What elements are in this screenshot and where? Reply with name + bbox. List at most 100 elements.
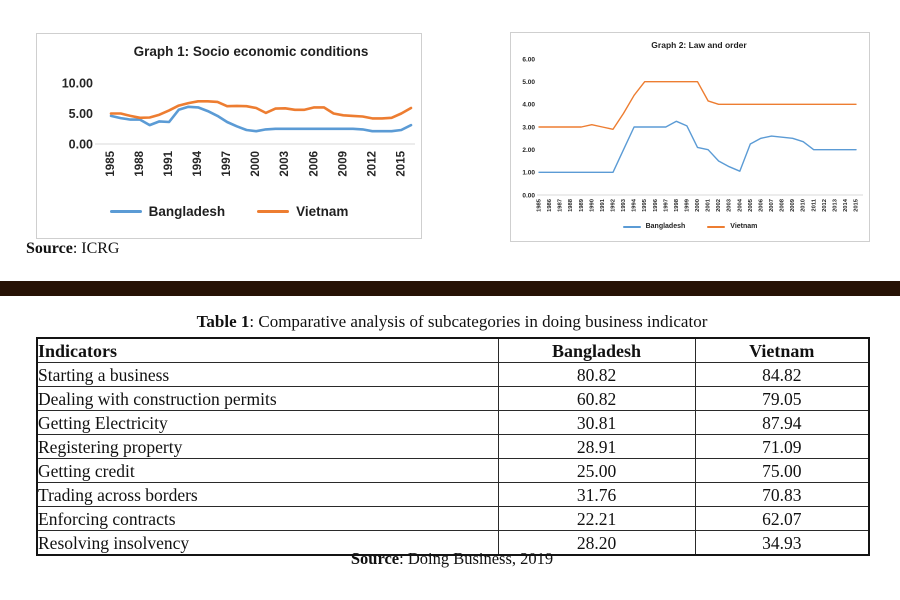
- y-tick-label: 0.00: [522, 192, 535, 199]
- table-row: Registering property 28.91 71.09: [36, 434, 870, 459]
- bangladesh-line-swatch: [622, 225, 641, 228]
- y-tick-label: 10.00: [62, 76, 93, 90]
- legend-label-vietnam: Vietnam: [730, 223, 758, 230]
- column-header-vietnam: Vietnam: [694, 337, 870, 363]
- legend-label-vietnam: Vietnam: [296, 204, 349, 219]
- table-title: Table 1: Comparative analysis of subcate…: [36, 312, 868, 332]
- table-row: Getting credit 25.00 75.00: [36, 458, 870, 483]
- x-tick-label: 1988: [568, 198, 574, 212]
- y-tick-label: 5.00: [69, 107, 93, 121]
- graph2-legend: Bangladesh Vietnam: [511, 223, 869, 230]
- bangladesh-value-cell: 60.82: [497, 386, 696, 411]
- column-header-indicators: Indicators: [36, 337, 499, 363]
- bangladesh-value-cell: 28.91: [497, 434, 696, 459]
- x-tick-label: 2008: [780, 198, 786, 212]
- table-source-value: : Doing Business, 2019: [399, 549, 554, 568]
- x-tick-label: 2010: [801, 199, 807, 212]
- graph1-title: Graph 1: Socio economic conditions: [133, 44, 369, 59]
- vietnam-value-cell: 87.94: [694, 410, 870, 435]
- column-header-bangladesh: Bangladesh: [497, 337, 696, 363]
- table-row: Resolving insolvency 28.20 34.93: [36, 530, 870, 556]
- indicator-name-cell: Registering property: [36, 434, 499, 459]
- y-tick-label: 1.00: [522, 170, 535, 177]
- x-tick-label: 2009: [790, 198, 796, 212]
- x-tick-label: 2004: [737, 198, 743, 212]
- bangladesh-value-cell: 22.21: [497, 506, 696, 531]
- y-tick-label: 3.00: [522, 124, 535, 131]
- y-tick-label: 4.00: [522, 102, 535, 109]
- x-tick-label: 1991: [600, 198, 606, 212]
- x-tick-label: 2003: [279, 151, 291, 177]
- x-tick-label: 2014: [843, 198, 849, 212]
- table-row: Getting Electricity 30.81 87.94: [36, 410, 870, 435]
- x-tick-label: 1985: [537, 198, 543, 212]
- x-tick-label: 2006: [308, 151, 320, 177]
- x-tick-label: 2003: [727, 198, 733, 212]
- x-tick-label: 1989: [579, 198, 585, 212]
- graph2-plot: 0.00 1.00 2.00 3.00 4.00 5.00 6.00 1985 1986 1987…: [522, 56, 863, 212]
- vietnam-value-cell: 79.05: [694, 386, 870, 411]
- table-source: Source: Doing Business, 2019: [36, 549, 868, 569]
- x-tick-label: 1994: [192, 150, 204, 176]
- x-tick-label: 1985: [105, 150, 117, 176]
- x-tick-label: 1993: [621, 198, 627, 212]
- vietnam-value-cell: 34.93: [694, 530, 870, 556]
- indicator-name-cell: Starting a business: [36, 362, 499, 387]
- table-row: Enforcing contracts 22.21 62.07: [36, 506, 870, 531]
- graph1-legend: Bangladesh Vietnam: [37, 204, 421, 219]
- indicators-table-body: Starting a business 80.82 84.82 Dealing wit…: [36, 362, 870, 556]
- vietnam-value-cell: 62.07: [694, 506, 870, 531]
- graph2-title: Graph 2: Law and order: [651, 40, 747, 50]
- x-tick-label: 2006: [758, 198, 764, 212]
- x-tick-label: 2001: [706, 198, 712, 212]
- graph2-panel: Graph 2: Law and order 0.00 1.00 2.00 3.00 4…: [510, 32, 870, 242]
- section-divider-bar: [0, 281, 900, 296]
- vietnam-line-swatch: [707, 225, 726, 228]
- graph1-source-label: Source: [26, 240, 73, 257]
- x-tick-label: 1991: [163, 150, 175, 176]
- x-tick-label: 2013: [832, 198, 838, 212]
- table-title-text: : Comparative analysis of subcategories …: [249, 312, 708, 331]
- x-tick-label: 1995: [642, 198, 648, 212]
- table-row: Trading across borders 31.76 70.83: [36, 482, 870, 507]
- indicator-name-cell: Getting credit: [36, 458, 499, 483]
- x-tick-label: 1998: [674, 198, 680, 212]
- bangladesh-value-cell: 31.76: [497, 482, 696, 507]
- x-tick-label: 1990: [589, 199, 595, 212]
- graph1-plot: 0.00 5.00 10.00 1985 1988 1991 1994 1997 2000 200…: [62, 76, 415, 177]
- graph1-vietnam-line: [109, 100, 413, 120]
- graph2-bangladesh-line: [538, 120, 857, 174]
- x-tick-label: 2011: [811, 198, 817, 211]
- table-row: Dealing with construction permits 60.82 79…: [36, 386, 870, 411]
- x-tick-label: 1992: [610, 199, 616, 212]
- bangladesh-value-cell: 25.00: [497, 458, 696, 483]
- vietnam-value-cell: 84.82: [694, 362, 870, 387]
- indicator-name-cell: Resolving insolvency: [36, 530, 499, 556]
- table-header-row: Indicators Bangladesh Vietnam: [36, 337, 870, 363]
- x-tick-label: 1997: [221, 151, 233, 177]
- x-tick-label: 1999: [684, 198, 690, 212]
- vietnam-value-cell: 70.83: [694, 482, 870, 507]
- x-tick-label: 2000: [695, 199, 701, 212]
- x-tick-label: 1997: [663, 199, 669, 212]
- x-tick-label: 2012: [822, 199, 828, 212]
- graph2-vietnam-line: [538, 81, 857, 131]
- x-tick-label: 2000: [250, 151, 262, 177]
- indicator-name-cell: Dealing with construction permits: [36, 386, 499, 411]
- x-tick-label: 1987: [558, 199, 564, 212]
- vietnam-value-cell: 75.00: [694, 458, 870, 483]
- x-tick-label: 2015: [395, 150, 407, 176]
- y-tick-label: 0.00: [69, 137, 93, 151]
- graph1-panel: Graph 1: Socio economic conditions 0.00 5…: [36, 33, 422, 239]
- x-tick-label: 2007: [769, 199, 775, 212]
- bangladesh-value-cell: 80.82: [497, 362, 696, 387]
- x-tick-label: 2012: [366, 151, 378, 177]
- table-title-number: Table 1: [196, 312, 250, 331]
- x-tick-label: 2015: [854, 198, 860, 212]
- indicator-name-cell: Enforcing contracts: [36, 506, 499, 531]
- x-tick-label: 1986: [547, 198, 553, 212]
- graph1-bangladesh-line: [109, 105, 413, 133]
- legend-label-bangladesh: Bangladesh: [645, 223, 686, 230]
- x-tick-label: 1994: [632, 198, 638, 212]
